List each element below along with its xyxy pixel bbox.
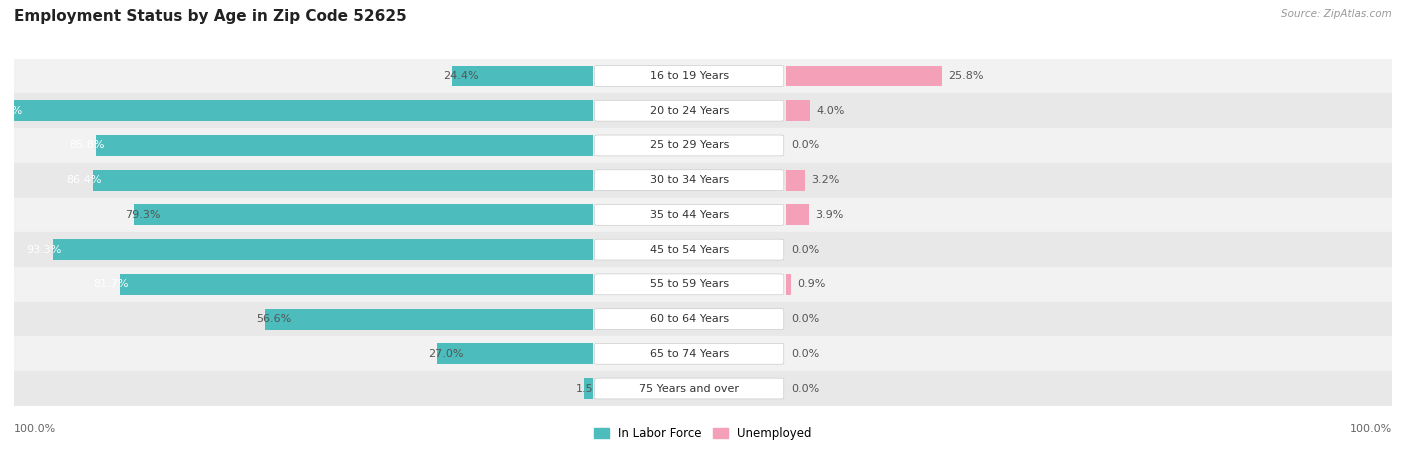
- Text: 81.7%: 81.7%: [93, 279, 128, 290]
- Bar: [593, 267, 786, 302]
- Text: 1.5%: 1.5%: [575, 383, 603, 394]
- Text: 0.0%: 0.0%: [792, 349, 820, 359]
- Bar: [786, 128, 1392, 163]
- Bar: [14, 163, 593, 198]
- Text: 0.9%: 0.9%: [797, 279, 825, 290]
- Text: 30 to 34 Years: 30 to 34 Years: [650, 175, 728, 185]
- Text: 86.4%: 86.4%: [66, 175, 101, 185]
- Text: 55 to 59 Years: 55 to 59 Years: [650, 279, 728, 290]
- Text: 100.0%: 100.0%: [14, 424, 56, 434]
- Bar: [786, 65, 942, 87]
- Bar: [134, 204, 593, 226]
- Text: 25.8%: 25.8%: [948, 71, 984, 81]
- FancyBboxPatch shape: [595, 135, 783, 156]
- Bar: [593, 163, 786, 198]
- Bar: [14, 267, 593, 302]
- Text: 60 to 64 Years: 60 to 64 Years: [650, 314, 728, 324]
- Text: 25 to 29 Years: 25 to 29 Years: [650, 140, 728, 151]
- Bar: [14, 93, 593, 128]
- Bar: [786, 198, 1392, 232]
- FancyBboxPatch shape: [595, 274, 783, 295]
- Text: 20 to 24 Years: 20 to 24 Years: [650, 106, 728, 116]
- Bar: [593, 59, 786, 93]
- Text: 4.0%: 4.0%: [815, 106, 845, 116]
- Bar: [593, 128, 786, 163]
- Bar: [53, 239, 593, 260]
- Bar: [583, 378, 593, 399]
- Bar: [14, 302, 593, 336]
- Legend: In Labor Force, Unemployed: In Labor Force, Unemployed: [589, 423, 817, 445]
- Text: 100.0%: 100.0%: [0, 106, 22, 116]
- Bar: [14, 59, 593, 93]
- Text: 35 to 44 Years: 35 to 44 Years: [650, 210, 728, 220]
- Bar: [593, 302, 786, 336]
- Text: 45 to 54 Years: 45 to 54 Years: [650, 244, 728, 255]
- Bar: [120, 274, 593, 295]
- Text: 100.0%: 100.0%: [1350, 424, 1392, 434]
- Bar: [786, 163, 1392, 198]
- FancyBboxPatch shape: [595, 170, 783, 191]
- FancyBboxPatch shape: [595, 343, 783, 364]
- Bar: [786, 302, 1392, 336]
- Bar: [593, 93, 786, 128]
- Text: 0.0%: 0.0%: [792, 244, 820, 255]
- Text: 0.0%: 0.0%: [792, 140, 820, 151]
- Bar: [786, 100, 810, 121]
- Text: 79.3%: 79.3%: [125, 210, 160, 220]
- Bar: [14, 371, 593, 406]
- Bar: [14, 232, 593, 267]
- Bar: [451, 65, 593, 87]
- FancyBboxPatch shape: [595, 100, 783, 121]
- FancyBboxPatch shape: [595, 308, 783, 330]
- Text: 3.9%: 3.9%: [815, 210, 844, 220]
- Bar: [436, 343, 593, 364]
- Text: 56.6%: 56.6%: [256, 314, 292, 324]
- Bar: [14, 336, 593, 371]
- Bar: [786, 170, 806, 191]
- Text: 24.4%: 24.4%: [443, 71, 478, 81]
- Bar: [14, 100, 593, 121]
- Text: Source: ZipAtlas.com: Source: ZipAtlas.com: [1281, 9, 1392, 19]
- Text: 3.2%: 3.2%: [811, 175, 839, 185]
- Bar: [593, 336, 786, 371]
- Bar: [786, 204, 810, 226]
- Bar: [786, 93, 1392, 128]
- Text: 0.0%: 0.0%: [792, 314, 820, 324]
- Bar: [786, 59, 1392, 93]
- Bar: [14, 198, 593, 232]
- Bar: [786, 267, 1392, 302]
- Text: 93.3%: 93.3%: [27, 244, 62, 255]
- Bar: [786, 371, 1392, 406]
- FancyBboxPatch shape: [595, 65, 783, 87]
- FancyBboxPatch shape: [595, 204, 783, 226]
- Text: 0.0%: 0.0%: [792, 383, 820, 394]
- Bar: [266, 308, 593, 330]
- Text: 65 to 74 Years: 65 to 74 Years: [650, 349, 728, 359]
- Bar: [786, 232, 1392, 267]
- Bar: [96, 135, 593, 156]
- Bar: [93, 170, 593, 191]
- Bar: [786, 274, 792, 295]
- Text: Employment Status by Age in Zip Code 52625: Employment Status by Age in Zip Code 526…: [14, 9, 406, 24]
- Bar: [14, 128, 593, 163]
- Bar: [786, 336, 1392, 371]
- Bar: [593, 198, 786, 232]
- FancyBboxPatch shape: [595, 239, 783, 260]
- Bar: [593, 371, 786, 406]
- Text: 75 Years and over: 75 Years and over: [640, 383, 740, 394]
- Text: 27.0%: 27.0%: [427, 349, 464, 359]
- Text: 85.8%: 85.8%: [69, 140, 105, 151]
- Bar: [593, 232, 786, 267]
- FancyBboxPatch shape: [595, 378, 783, 399]
- Text: 16 to 19 Years: 16 to 19 Years: [650, 71, 728, 81]
